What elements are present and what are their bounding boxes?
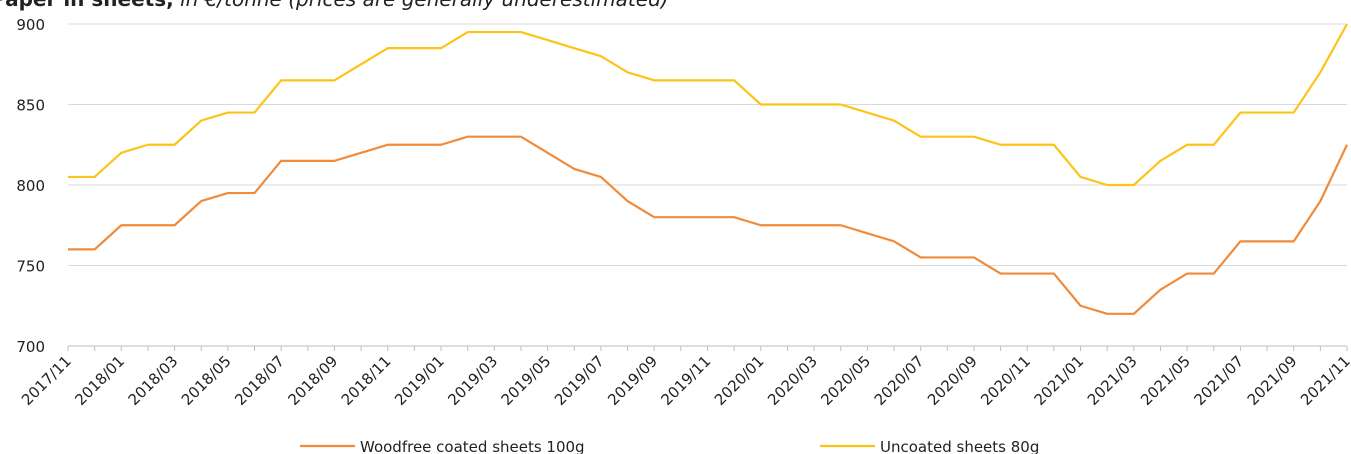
x-tick-label: 2020/03: [764, 352, 821, 409]
subtitle: in €/tonne (prices are generally underes…: [180, 0, 669, 11]
x-tick-label: 2018/03: [125, 352, 182, 409]
y-tick-label: 800: [16, 177, 45, 195]
x-tick-label: 2019/11: [658, 352, 715, 409]
x-tick-label: 2019/09: [604, 352, 661, 409]
x-tick-label: 2021/11: [1297, 352, 1351, 409]
x-tick-label: 2021/07: [1190, 352, 1247, 409]
y-tick-label: 700: [16, 338, 45, 356]
x-tick-label: 2018/01: [71, 352, 128, 409]
x-tick-label: 2019/01: [391, 352, 448, 409]
x-tick-label: 2018/09: [284, 352, 341, 409]
x-tick-label: 2018/07: [231, 352, 288, 409]
x-tick-label: 2017/11: [18, 352, 75, 409]
x-tick-label: 2020/01: [711, 352, 768, 409]
legend-label: Woodfree coated sheets 100g: [360, 438, 585, 454]
y-tick-label: 750: [16, 258, 45, 276]
x-tick-label: 2020/11: [977, 352, 1034, 409]
x-tick-label: 2020/09: [924, 352, 981, 409]
legend-label: Uncoated sheets 80g: [880, 438, 1039, 454]
series-line: [68, 23, 1348, 187]
x-tick-label: 2020/05: [817, 352, 874, 409]
x-tick-label: 2019/07: [551, 352, 608, 409]
x-tick-label: 2020/07: [871, 352, 928, 409]
x-tick-label: 2018/05: [178, 352, 235, 409]
x-tick-label: 2021/03: [1084, 352, 1141, 409]
x-tick-label: 2021/01: [1031, 352, 1088, 409]
x-tick-label: 2019/03: [444, 352, 501, 409]
x-tick-label: 2021/09: [1244, 352, 1301, 409]
title: Paper in sheets,: [0, 0, 174, 11]
chart-title: Paper in sheets, in €/tonne (prices are …: [0, 0, 669, 11]
x-tick-label: 2019/05: [498, 352, 555, 409]
x-tick-label: 2018/11: [338, 352, 395, 409]
series-line: [68, 135, 1348, 315]
x-tick-label: 2021/05: [1137, 352, 1194, 409]
y-tick-label: 900: [16, 16, 45, 34]
y-tick-label: 850: [16, 97, 45, 115]
